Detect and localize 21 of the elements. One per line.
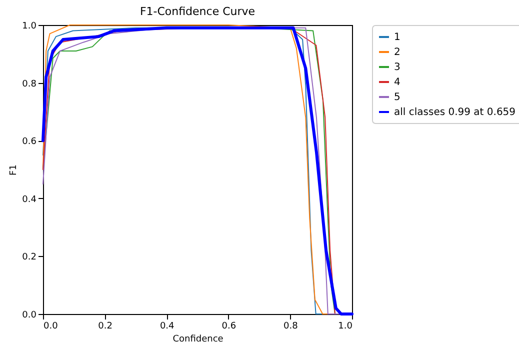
- legend-label: all classes 0.99 at 0.659: [394, 107, 516, 118]
- x-tick-label: 0.4: [160, 322, 175, 332]
- y-tick-label: 0.8: [22, 79, 37, 90]
- y-axis-title: F1: [9, 164, 20, 176]
- x-tick-label: 0.0: [44, 322, 58, 332]
- y-tick-label: 0.4: [22, 194, 37, 205]
- y-tick-label: 0.0: [22, 310, 37, 320]
- legend-label: 3: [394, 62, 400, 73]
- x-tick-label: 1.0: [338, 322, 353, 332]
- x-axis-title: Confidence: [172, 334, 224, 344]
- legend-label: 5: [394, 92, 400, 103]
- legend-label: 4: [394, 77, 400, 88]
- y-tick-label: 0.6: [22, 137, 37, 148]
- y-tick-label: 1.0: [22, 22, 37, 32]
- x-tick-label: 0.2: [98, 322, 112, 332]
- y-tick-label: 0.2: [22, 252, 36, 263]
- chart-title: F1-Confidence Curve: [140, 5, 256, 18]
- legend-label: 1: [394, 32, 400, 43]
- x-tick-label: 0.6: [222, 322, 236, 332]
- x-tick-label: 0.8: [284, 322, 298, 332]
- legend-label: 2: [394, 47, 400, 58]
